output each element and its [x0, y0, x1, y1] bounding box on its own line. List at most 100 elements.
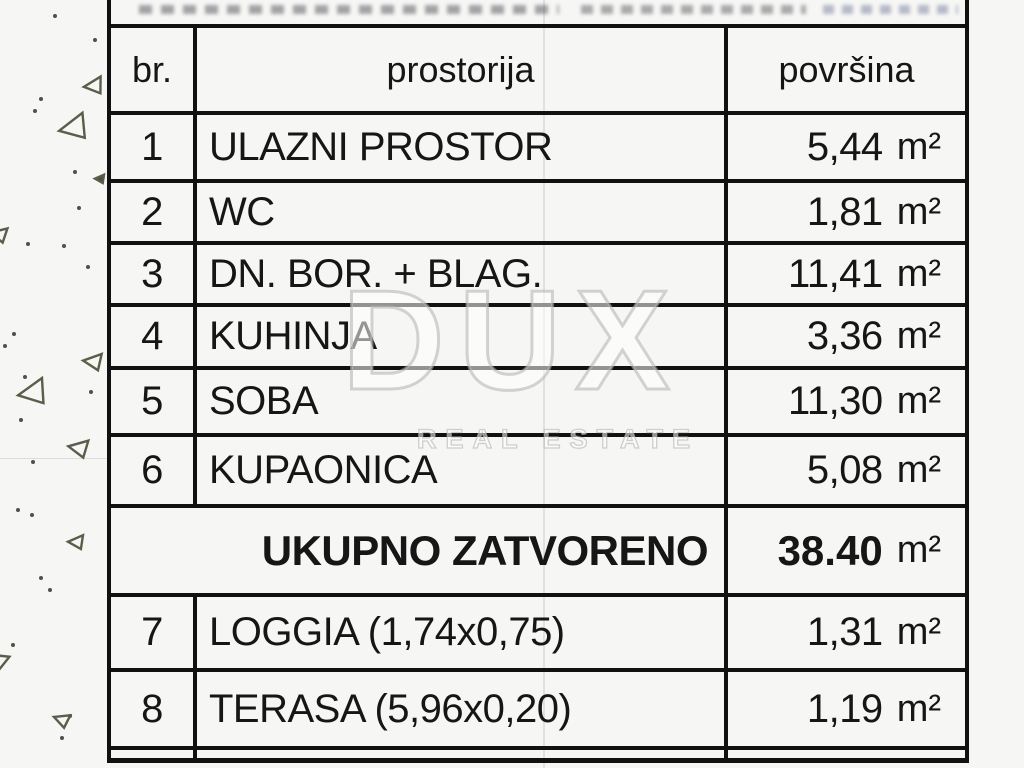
dot-mark — [62, 244, 66, 248]
area-unit: m² — [896, 315, 941, 357]
room-number-cell: 8 — [111, 672, 197, 746]
total-area-number: 38.40 — [777, 526, 883, 574]
total-row: UKUPNO ZATVORENO 38.40 m² — [111, 508, 965, 597]
cutoff-title-row — [111, 0, 965, 28]
dot-mark — [3, 344, 7, 348]
table-header-row: br. prostorija površina — [111, 28, 965, 115]
table-row: 2 WC 1,81 m² — [111, 183, 965, 245]
vegetation-triangle-icon — [0, 652, 12, 675]
area-unit: m² — [896, 190, 941, 233]
room-name-cell: LOGGIA (1,74x0,75) — [197, 597, 728, 668]
dot-mark — [11, 643, 15, 647]
dot-mark — [48, 588, 52, 592]
area-unit: m² — [896, 252, 941, 295]
room-number-cell: 6 — [111, 437, 197, 504]
area-number: 1,31 — [806, 610, 883, 654]
dot-mark — [12, 332, 16, 336]
section-gap — [111, 750, 965, 758]
watermark-brand-text: DUX — [341, 261, 684, 420]
dot-mark — [77, 206, 81, 210]
vegetation-triangle-icon — [91, 172, 106, 185]
room-name-cell: ULAZNI PROSTOR — [197, 115, 728, 179]
blurred-title-smudge — [581, 5, 806, 14]
area-number: 11,41 — [788, 251, 883, 296]
table-row: 8 TERASA (5,96x0,20) 1,19 m² — [111, 672, 965, 750]
dot-mark — [19, 418, 23, 422]
dot-mark — [89, 390, 93, 394]
area-unit: m² — [896, 449, 941, 491]
room-number-cell: 1 — [111, 115, 197, 179]
dot-mark — [93, 38, 97, 42]
dot-mark — [30, 513, 34, 517]
area-value-cell: 1,19 m² — [728, 672, 965, 746]
area-unit: m² — [896, 125, 941, 168]
vegetation-triangle-icon — [50, 713, 72, 730]
area-unit: m² — [896, 611, 941, 653]
floorplan-margin-marks — [0, 0, 110, 768]
table-row: 3 DN. BOR. + BLAG. 11,41 m² — [111, 245, 965, 307]
room-number-cell: 3 — [111, 245, 197, 303]
header-area: površina — [778, 48, 915, 90]
header-number: br. — [111, 28, 197, 111]
blurred-title-smudge — [823, 5, 958, 14]
blurred-title-smudge — [139, 5, 559, 14]
total-label: UKUPNO ZATVORENO — [111, 508, 728, 593]
room-name-cell: SOBA — [197, 370, 728, 433]
dot-mark — [31, 460, 35, 464]
table-row: 6 KUPAONICA 5,08 m² — [111, 437, 965, 508]
area-value-cell: 5,44 m² — [728, 115, 965, 179]
area-value-cell: 1,31 m² — [728, 597, 965, 668]
table-row: 1 ULAZNI PROSTOR 5,44 m² — [111, 115, 965, 183]
area-value-cell: 3,36 m² — [728, 307, 965, 366]
vegetation-triangle-icon — [80, 352, 104, 373]
scan-fold-line-vertical — [543, 0, 545, 768]
vegetation-triangle-icon — [65, 438, 90, 460]
area-number: 3,36 — [806, 314, 883, 358]
room-schedule-table: br. prostorija površina 1 ULAZNI PROSTOR… — [107, 0, 969, 763]
dot-mark — [33, 109, 37, 113]
total-area-unit: m² — [896, 529, 941, 571]
table-row: 7 LOGGIA (1,74x0,75) 1,31 m² — [111, 597, 965, 672]
area-number: 11,30 — [788, 379, 883, 423]
dot-mark — [26, 242, 30, 246]
room-number-cell: 2 — [111, 183, 197, 241]
area-number: 1,81 — [806, 189, 883, 234]
vegetation-triangle-icon — [0, 226, 10, 245]
column-divider-stub — [724, 750, 728, 758]
room-name-cell: KUHINJA — [197, 307, 728, 366]
table-row: 4 KUHINJA 3,36 m² — [111, 307, 965, 370]
watermark-subtitle-text: REAL ESTATE — [416, 424, 700, 454]
table-row: 5 SOBA 11,30 m² — [111, 370, 965, 437]
room-name-cell: DN. BOR. + BLAG. — [197, 245, 728, 303]
dot-mark — [86, 265, 90, 269]
vegetation-triangle-icon — [14, 375, 45, 405]
column-divider-stub — [193, 750, 197, 758]
total-value-cell: 38.40 m² — [728, 508, 965, 593]
area-number: 1,19 — [806, 686, 883, 731]
dot-mark — [39, 97, 43, 101]
next-section-top-border — [107, 758, 969, 763]
area-unit: m² — [896, 687, 941, 730]
dot-mark — [23, 375, 27, 379]
dot-mark — [39, 576, 43, 580]
room-number-cell: 4 — [111, 307, 197, 366]
vegetation-triangle-icon — [81, 74, 102, 96]
room-name-cell: KUPAONICA — [197, 437, 728, 504]
vegetation-triangle-icon — [55, 109, 86, 139]
area-value-cell: 11,30 m² — [728, 370, 965, 433]
area-number: 5,08 — [806, 448, 883, 492]
room-number-cell: 5 — [111, 370, 197, 433]
dot-mark — [53, 14, 57, 18]
room-name-cell: TERASA (5,96x0,20) — [197, 672, 728, 746]
area-value-cell: 11,41 m² — [728, 245, 965, 303]
room-number-cell: 7 — [111, 597, 197, 668]
area-value-cell: 1,81 m² — [728, 183, 965, 241]
header-room: prostorija — [197, 28, 728, 111]
area-value-cell: 5,08 m² — [728, 437, 965, 504]
vegetation-triangle-icon — [64, 532, 85, 551]
dot-mark — [73, 170, 77, 174]
area-number: 5,44 — [806, 124, 883, 169]
room-name-cell: WC — [197, 183, 728, 241]
area-unit: m² — [896, 380, 941, 422]
